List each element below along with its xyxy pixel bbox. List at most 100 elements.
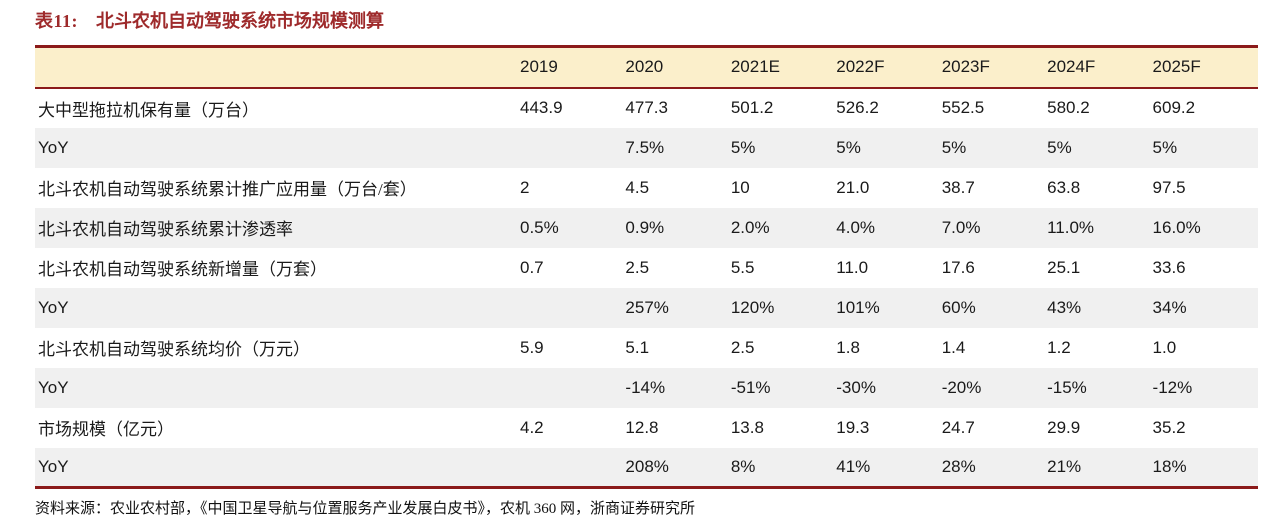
value-cell (520, 128, 625, 168)
row-label: YoY (38, 377, 69, 397)
value-cell: 0.5% (520, 217, 559, 237)
table-body: 大中型拖拉机保有量（万台） 443.9 477.3 501.2 526.2 552.5 58… (35, 88, 1258, 489)
value-cell: 7.5% (625, 137, 665, 157)
value-cell: 5% (836, 137, 861, 157)
value-cell: 10 (730, 177, 750, 197)
year-header-2022F: 2022F (836, 45, 942, 89)
value-cell: 16.0% (1152, 217, 1201, 237)
value-cell: 0.9% (625, 217, 665, 237)
value-cell: 1.4 (941, 337, 966, 357)
value-cell: 0.7 (520, 257, 544, 277)
value-cell: 18% (1152, 447, 1258, 489)
corner-cell (35, 45, 520, 89)
row-label: 北斗农机自动驾驶系统累计推广应用量（万台/套） (38, 180, 417, 199)
value-cell: 501.2 (730, 98, 774, 117)
value-cell: 4.5 (625, 177, 650, 197)
value-cell: 25.1 (1047, 257, 1081, 277)
year-header-2020: 2020 (625, 45, 731, 89)
value-cell: 41% (836, 447, 942, 489)
row-label: 大中型拖拉机保有量（万台） (38, 100, 259, 120)
value-cell: 5.1 (625, 337, 650, 357)
row-label: YoY (38, 137, 69, 157)
value-cell: 11.0% (1047, 217, 1095, 237)
value-cell: 29.9 (1047, 417, 1081, 437)
value-cell: 101% (836, 297, 880, 317)
value-cell: 8% (730, 447, 837, 489)
value-cell: 5% (941, 137, 967, 157)
value-cell: 43% (1047, 297, 1082, 317)
table-row: 市场规模（亿元） 4.2 12.8 13.8 19.3 24.7 29.9 35.2 (35, 408, 1258, 448)
value-cell: 4.0% (836, 217, 876, 237)
value-cell: 28% (941, 447, 1048, 489)
value-cell: 60% (941, 297, 976, 317)
value-cell (520, 288, 625, 328)
table-row: 大中型拖拉机保有量（万台） 443.9 477.3 501.2 526.2 552.5 58… (35, 88, 1258, 128)
row-label: 北斗农机自动驾驶系统均价（万元） (38, 340, 310, 359)
value-cell: 609.2 (1152, 98, 1196, 117)
table-row: 北斗农机自动驾驶系统累计渗透率 0.5% 0.9% 2.0% 4.0% 7.0% 11.0%… (35, 207, 1258, 248)
value-cell: 2 (520, 177, 530, 197)
market-size-table: 2019 2020 2021E 2022F 2023F 2024F 2025F 大中型拖拉机… (35, 45, 1258, 489)
value-cell: 580.2 (1047, 98, 1090, 117)
value-cell: -30% (836, 377, 876, 397)
value-cell: 11.0 (836, 257, 869, 277)
value-cell: 5% (1152, 137, 1178, 157)
row-label: YoY (38, 297, 69, 317)
value-cell: 208% (625, 447, 731, 489)
value-cell: 35.2 (1152, 417, 1186, 437)
table-row: 北斗农机自动驾驶系统累计推广应用量（万台/套） 2 4.5 10 21.0 38.7 63.… (35, 168, 1258, 208)
table-title-text: 北斗农机自动驾驶系统市场规模测算 (96, 11, 385, 31)
table-row: YoY 257% 120% 101% 60% 43% 34% (35, 287, 1258, 328)
value-cell: 12.8 (625, 417, 659, 437)
value-cell: 24.7 (941, 417, 975, 437)
value-cell: 21% (1047, 447, 1153, 489)
value-cell: 257% (625, 297, 669, 317)
value-cell: 477.3 (625, 98, 668, 117)
value-cell: -20% (941, 377, 982, 397)
value-cell: 1.2 (1047, 337, 1071, 357)
source-note: 资料来源：农业农村部，《中国卫星导航与位置服务产业发展白皮书》，农机 360 网… (35, 501, 696, 517)
value-cell: 526.2 (836, 98, 879, 117)
value-cell: 33.6 (1152, 257, 1186, 277)
table-row: YoY -14% -51% -30% -20% -15% -12% (35, 367, 1258, 408)
row-label: 市场规模（亿元） (38, 420, 174, 439)
value-cell: 63.8 (1047, 177, 1081, 197)
table-row: 北斗农机自动驾驶系统新增量（万套） 0.7 2.5 5.5 11.0 17.6 25.1 33… (35, 248, 1258, 288)
row-label: YoY (35, 447, 520, 489)
value-cell: 1.8 (836, 337, 860, 357)
value-cell: 7.0% (941, 217, 981, 237)
value-cell: 13.8 (730, 417, 764, 437)
year-header-2024F: 2024F (1047, 45, 1153, 89)
header-row: 2019 2020 2021E 2022F 2023F 2024F 2025F (35, 45, 1258, 89)
year-header-2023F: 2023F (941, 45, 1048, 89)
value-cell: 443.9 (520, 98, 563, 117)
value-cell: 19.3 (836, 417, 870, 437)
value-cell: 1.0 (1152, 337, 1177, 357)
value-cell: 4.2 (520, 417, 544, 437)
value-cell: 5% (1047, 137, 1072, 157)
value-cell: 5.9 (520, 337, 544, 357)
table-number-label: 表11: (35, 11, 79, 31)
value-cell: 5% (730, 137, 756, 157)
value-cell (520, 447, 626, 489)
value-cell: 2.5 (730, 337, 755, 357)
value-cell: 120% (730, 297, 775, 317)
value-cell: -15% (1047, 377, 1087, 397)
value-cell: 97.5 (1152, 177, 1186, 197)
year-header-2025F: 2025F (1152, 45, 1258, 89)
table-row: 北斗农机自动驾驶系统均价（万元） 5.9 5.1 2.5 1.8 1.4 1.2 1.0 (35, 328, 1258, 368)
value-cell: 38.7 (941, 177, 975, 197)
value-cell: 21.0 (836, 177, 870, 197)
value-cell: 2.0% (730, 217, 770, 237)
value-cell: 5.5 (730, 257, 755, 277)
row-label: 北斗农机自动驾驶系统累计渗透率 (38, 220, 293, 239)
table-title: 表11: 北斗农机自动驾驶系统市场规模测算 (35, 10, 384, 32)
value-cell: -12% (1152, 377, 1193, 397)
year-header-2019: 2019 (520, 45, 626, 89)
table-row: YoY 208% 8% 41% 28% 21% 18% (35, 447, 1258, 489)
table-row: YoY 7.5% 5% 5% 5% 5% 5% (35, 127, 1258, 168)
value-cell: 2.5 (625, 257, 650, 277)
year-header-2021E: 2021E (730, 45, 837, 89)
value-cell: 34% (1152, 297, 1187, 317)
